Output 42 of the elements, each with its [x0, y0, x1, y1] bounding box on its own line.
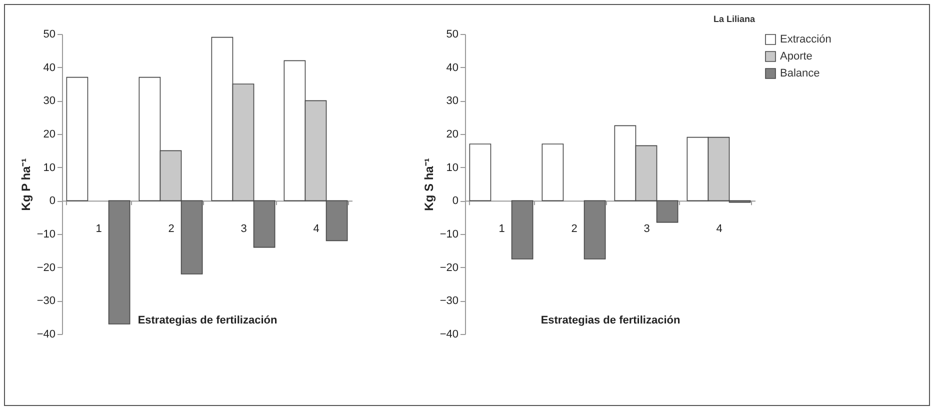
- y-tick-label: 40: [446, 62, 458, 74]
- y-tick-label: −10: [440, 228, 458, 240]
- y-tick-label: 10: [43, 162, 56, 174]
- y-tick-label: −30: [36, 295, 56, 308]
- y-tick-label: 20: [446, 128, 458, 140]
- bar: [542, 144, 564, 202]
- y-tick-label: 40: [43, 62, 56, 74]
- x-tick-label: 1: [498, 223, 505, 236]
- y-tick-label: −10: [36, 228, 56, 240]
- y-tick-label: 30: [446, 95, 458, 108]
- bar: [66, 76, 88, 202]
- y-tick-label: 50: [43, 28, 56, 40]
- y-tick-label: 0: [49, 195, 56, 208]
- y-tick-label: −40: [440, 328, 458, 340]
- legend-label: Balance: [780, 68, 820, 80]
- y-tick-label: 0: [452, 195, 458, 208]
- x-axis-title: Estrategias de fertilización: [540, 314, 680, 326]
- y-tick-label: 50: [446, 28, 458, 40]
- x-tick-label: 4: [313, 223, 320, 236]
- y-tick-label: −20: [36, 262, 56, 274]
- x-tick-label: 2: [571, 223, 578, 236]
- legend-label: Extracción: [780, 34, 832, 46]
- bar: [469, 144, 492, 202]
- y-tick-label: 20: [43, 128, 56, 140]
- y-tick-label: −30: [440, 295, 458, 308]
- text: La Liliana: [713, 14, 756, 24]
- y-axis-title: Kg P ha⁻¹: [18, 158, 33, 211]
- bar: [584, 200, 606, 260]
- y-tick-label: 30: [43, 95, 56, 108]
- x-tick-label: 2: [168, 223, 174, 236]
- legend-label: Aporte: [780, 50, 812, 62]
- y-axis-title: Kg S ha⁻¹: [422, 158, 436, 211]
- y-tick-label: −20: [440, 262, 458, 274]
- bar: [108, 200, 130, 324]
- x-axis-title: Estrategias de fertilización: [138, 314, 278, 326]
- y-tick-label: −40: [36, 328, 56, 340]
- bar: [511, 200, 534, 260]
- x-tick-label: 3: [644, 223, 650, 236]
- x-tick-label: 3: [240, 223, 247, 236]
- x-tick-label: 1: [96, 223, 102, 236]
- x-tick-label: 4: [716, 223, 722, 236]
- y-tick-label: 10: [446, 162, 458, 174]
